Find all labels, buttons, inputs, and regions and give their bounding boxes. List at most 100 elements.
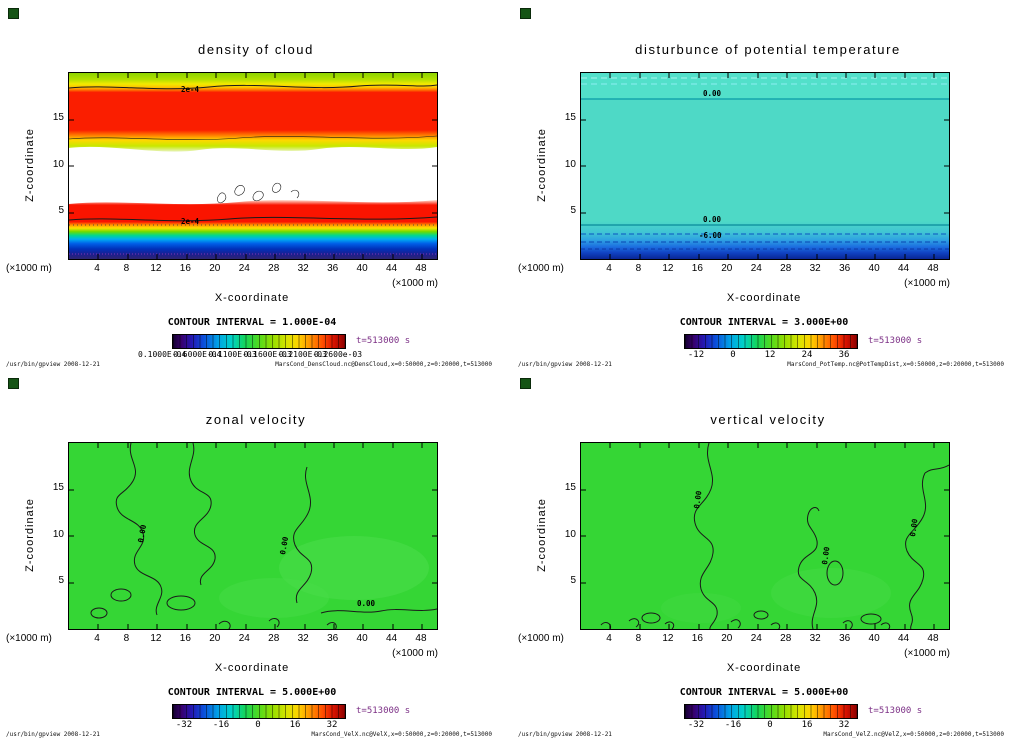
panel-potential-temperature: disturbunce of potential temperature Z-c… xyxy=(512,0,1024,370)
x-tick-label: 24 xyxy=(238,633,250,644)
y-tick-label: 5 xyxy=(570,575,576,586)
x-tick-label: 32 xyxy=(297,633,309,644)
colorbar-tick-label: -32 xyxy=(687,720,705,730)
contour-interval-label: CONTOUR INTERVAL = 5.000E+00 xyxy=(167,687,337,698)
x-unit-label: (×1000 m) xyxy=(904,648,950,659)
x-tick-label: 16 xyxy=(179,633,191,644)
contour-lines xyxy=(90,443,437,629)
pottemp-contour-plot: 0.00 0.00 -6.00 xyxy=(581,73,949,259)
density-contour-plot: 2e-4 2e-4 xyxy=(69,73,437,259)
panel-title: vertical velocity xyxy=(710,412,826,427)
colorbar-tick-label: -12 xyxy=(687,350,705,360)
y-unit-label: (×1000 m) xyxy=(6,633,52,644)
x-tick-label: 12 xyxy=(150,263,162,274)
x-axis-ticks: 4 8 12 16 20 24 28 32 36 40 44 48 xyxy=(85,263,433,274)
contour-blob xyxy=(166,595,196,611)
y-axis-title: Z-coordinate xyxy=(534,72,550,258)
x-axis-title: X-coordinate xyxy=(726,662,802,674)
y-axis-ticks: 15 10 5 xyxy=(40,111,64,218)
y-axis-title-text: Z-coordinate xyxy=(24,128,37,202)
y-unit-label: (×1000 m) xyxy=(518,263,564,274)
x-tick-label: 4 xyxy=(606,633,612,644)
x-tick-label: 32 xyxy=(297,263,309,274)
contour-value-label: 2e-4 xyxy=(181,217,200,226)
panel-vertical-velocity: vertical velocity Z-coordinate 15 10 5 xyxy=(512,370,1024,740)
x-tick-label: 24 xyxy=(750,263,762,274)
y-axis-title-text: Z-coordinate xyxy=(536,128,549,202)
x-unit-label: (×1000 m) xyxy=(904,278,950,289)
axis-ticks xyxy=(69,73,437,259)
lower-band xyxy=(581,221,949,259)
panel-title: zonal velocity xyxy=(205,412,307,427)
x-tick-label: 44 xyxy=(385,633,398,644)
y-tick-label: 10 xyxy=(564,528,576,540)
axis-ticks xyxy=(581,443,949,629)
y-axis-ticks: 15 10 5 xyxy=(552,481,576,588)
x-tick-label: 24 xyxy=(750,633,762,644)
footer-file: MarsCond_DensCloud.nc@DensCloud,x=0:5000… xyxy=(275,361,492,368)
x-tick-label: 8 xyxy=(123,633,130,644)
contour-value-label: 0.00 xyxy=(357,599,376,608)
panel-title: density of cloud xyxy=(198,42,314,57)
y-axis-title: Z-coordinate xyxy=(22,72,38,258)
plot-area: 0.00 0.00 0.00 xyxy=(68,442,438,630)
x-axis-title: X-coordinate xyxy=(214,292,290,304)
footer-command: /usr/bin/gpview 2008-12-21 xyxy=(6,361,100,368)
axis-ticks xyxy=(69,443,437,629)
footer-command: /usr/bin/gpview 2008-12-21 xyxy=(518,731,612,738)
x-tick-label: 44 xyxy=(897,263,910,274)
viewport-marker xyxy=(8,8,19,19)
colorbar-tick-label: 32 xyxy=(326,720,338,730)
x-tick-label: 20 xyxy=(721,263,733,274)
x-tick-label: 32 xyxy=(809,633,821,644)
colorbar-tick-label: 0 xyxy=(767,720,773,730)
x-tick-label: 36 xyxy=(327,633,339,644)
contour-path xyxy=(69,84,437,90)
x-tick-label: 4 xyxy=(94,633,100,644)
x-tick-label: 36 xyxy=(839,263,851,274)
contour-value-label: 2e-4 xyxy=(181,85,200,94)
contour-path xyxy=(188,443,216,586)
contour-blob xyxy=(753,610,769,620)
time-label: t=513000 s xyxy=(356,706,411,716)
colorbar-tick-label: 0.2600e-03 xyxy=(313,350,363,359)
x-tick-label: 16 xyxy=(691,263,703,274)
x-unit-label: (×1000 m) xyxy=(392,648,438,659)
y-tick-label: 15 xyxy=(564,482,576,493)
contour-noise xyxy=(600,618,891,629)
footer-file: MarsCond_PotTemp.nc@PotTempDist,x=0:5000… xyxy=(787,361,1004,368)
y-tick-label: 10 xyxy=(52,158,64,170)
x-tick-label: 28 xyxy=(780,263,792,274)
colorbar xyxy=(684,334,858,349)
colorbar-tick-labels: 0.1000E-04 0.6000E-04 0.1100E-03 0.1600E-03… xyxy=(138,350,370,359)
y-axis-title: Z-coordinate xyxy=(22,442,38,628)
upper-band xyxy=(581,73,949,99)
x-axis-ticks: 4 8 12 16 20 24 28 32 36 40 44 48 xyxy=(597,633,945,644)
x-axis-ticks: 4 8 12 16 20 24 28 32 36 40 44 48 xyxy=(597,263,945,274)
y-tick-label: 15 xyxy=(52,482,64,493)
panel-density-of-cloud: density of cloud Z-coordinate 15 10 5 xyxy=(0,0,512,370)
colorbar xyxy=(172,704,346,719)
x-tick-label: 48 xyxy=(415,633,427,644)
plot-background xyxy=(581,443,949,629)
colorbar-tick-label: 24 xyxy=(801,350,813,360)
x-unit-label: (×1000 m) xyxy=(392,278,438,289)
contour-value-label: 0.00 xyxy=(278,536,290,556)
lower-cloud-band xyxy=(69,200,437,259)
colorbar-tick-labels: -32 -16 0 16 32 xyxy=(172,720,344,730)
y-tick-label: 10 xyxy=(52,528,64,540)
contour-blob xyxy=(90,607,108,619)
contour-lines xyxy=(69,84,437,222)
colorbar-tick-label: 16 xyxy=(801,720,813,730)
x-axis-ticks: 4 8 12 16 20 24 28 32 36 40 44 48 xyxy=(85,633,433,644)
contour-path xyxy=(924,464,949,474)
x-tick-label: 20 xyxy=(209,263,221,274)
contour-path xyxy=(905,472,927,629)
panel-title: disturbunce of potential temperature xyxy=(635,42,901,57)
viewport-marker xyxy=(8,378,19,389)
y-axis-title-text: Z-coordinate xyxy=(536,498,549,572)
upper-cloud-band xyxy=(69,73,437,152)
contour-path xyxy=(69,216,437,222)
x-tick-label: 8 xyxy=(123,263,130,274)
x-axis-title: X-coordinate xyxy=(214,662,290,674)
